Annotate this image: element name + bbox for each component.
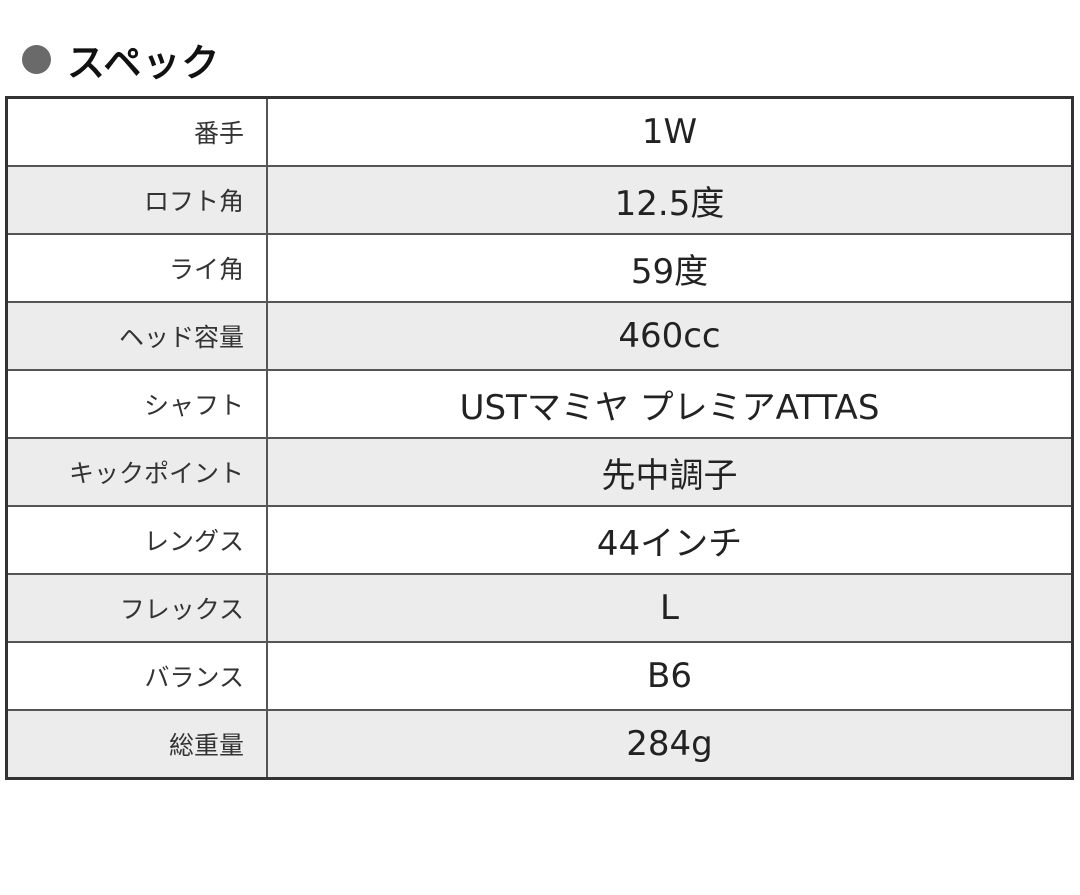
spec-row: ライ角 59度: [5, 233, 1074, 303]
spec-row: ヘッド容量 460cc: [5, 301, 1074, 371]
spec-label: キックポイント: [5, 437, 268, 507]
heading-title: スペック: [67, 41, 221, 85]
spec-table: 番手 1W ロフト角 12.5度 ライ角 59度 ヘッド容量 460cc シャフト USTマミヤ …: [5, 96, 1074, 780]
spec-value: 先中調子: [266, 437, 1074, 507]
spec-value: USTマミヤ プレミアATTAS: [266, 369, 1074, 439]
spec-row: ロフト角 12.5度: [5, 165, 1074, 235]
spec-label: 総重量: [5, 709, 268, 780]
spec-value: 1W: [266, 96, 1074, 167]
spec-value: 460cc: [266, 301, 1074, 371]
spec-value: L: [266, 573, 1074, 643]
spec-row: シャフト USTマミヤ プレミアATTAS: [5, 369, 1074, 439]
spec-row: バランス B6: [5, 641, 1074, 711]
spec-label: ライ角: [5, 233, 268, 303]
spec-label: バランス: [5, 641, 268, 711]
bullet-circle-icon: [22, 45, 51, 74]
spec-row: キックポイント 先中調子: [5, 437, 1074, 507]
spec-row: フレックス L: [5, 573, 1074, 643]
spec-value: 12.5度: [266, 165, 1074, 235]
spec-row: レングス 44インチ: [5, 505, 1074, 575]
spec-label: シャフト: [5, 369, 268, 439]
spec-row: 番手 1W: [5, 96, 1074, 167]
spec-value: 284g: [266, 709, 1074, 780]
section-heading: スペック: [22, 32, 220, 87]
spec-label: フレックス: [5, 573, 268, 643]
spec-label: レングス: [5, 505, 268, 575]
spec-label: ロフト角: [5, 165, 268, 235]
spec-value: 44インチ: [266, 505, 1074, 575]
spec-label: 番手: [5, 96, 268, 167]
spec-value: B6: [266, 641, 1074, 711]
spec-value: 59度: [266, 233, 1074, 303]
spec-row: 総重量 284g: [5, 709, 1074, 780]
spec-label: ヘッド容量: [5, 301, 268, 371]
